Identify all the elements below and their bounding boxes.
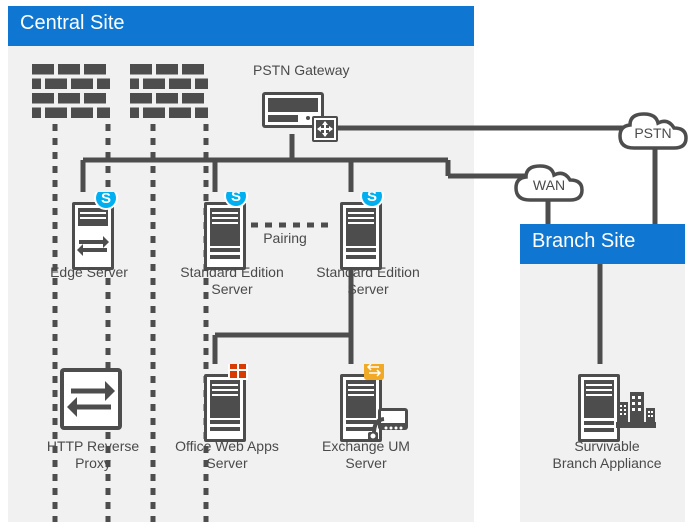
pstn-gateway-label: PSTN Gateway: [253, 62, 373, 79]
exchange-um-server-label: Exchange UM Server: [306, 438, 426, 472]
wan-cloud-icon: WAN: [510, 160, 588, 214]
svg-text:S: S: [231, 192, 241, 205]
reverse-proxy-icon: [56, 364, 126, 434]
pairing-label: Pairing: [250, 230, 320, 247]
pstn-cloud-icon: PSTN: [614, 108, 692, 162]
svg-text:S: S: [101, 192, 111, 207]
standard-edition-server-2-icon: S: [332, 192, 392, 270]
office-web-apps-server-label: Office Web Apps Server: [172, 438, 282, 472]
survivable-branch-appliance-label: Survivable Branch Appliance: [552, 438, 662, 472]
standard-edition-server-1-label: Standard Edition Server: [172, 264, 292, 298]
pstn-gateway-icon: [262, 92, 340, 142]
exchange-um-server-icon: [332, 364, 412, 442]
firewall-1-icon: [32, 64, 110, 122]
edge-server-icon: S: [64, 192, 124, 270]
standard-edition-server-1-icon: S: [196, 192, 256, 270]
standard-edition-server-2-label: Standard Edition Server: [308, 264, 428, 298]
survivable-branch-appliance-icon: [570, 364, 660, 442]
edge-server-label: Edge Server: [44, 264, 134, 281]
svg-text:PSTN: PSTN: [634, 125, 671, 141]
svg-text:WAN: WAN: [533, 177, 565, 193]
office-web-apps-server-icon: [196, 364, 256, 442]
reverse-proxy-label: HTTP Reverse Proxy: [38, 438, 148, 472]
svg-text:S: S: [367, 192, 377, 205]
firewall-2-icon: [130, 64, 208, 122]
